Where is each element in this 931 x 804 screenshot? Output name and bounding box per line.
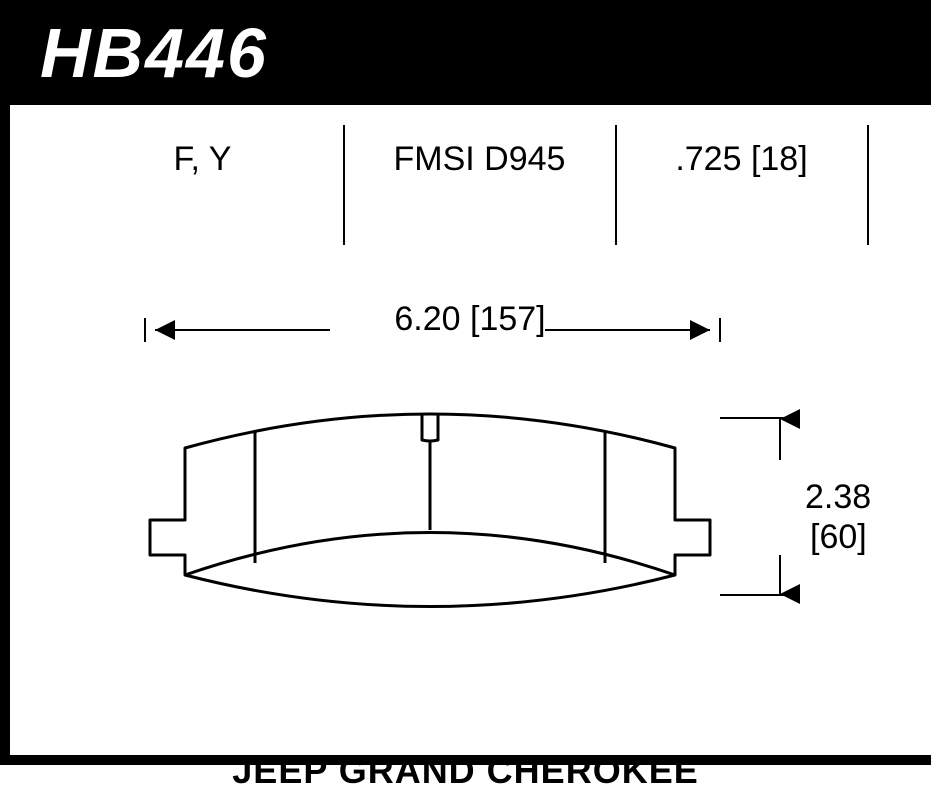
width-dimension-label: 6.20 [157] bbox=[240, 300, 700, 339]
vehicle-name: JEEP GRAND CHEROKEE bbox=[0, 750, 931, 792]
height-dimension-inches: 2.38 bbox=[805, 478, 871, 517]
height-dimension-mm: [60] bbox=[810, 518, 867, 557]
spec-row: F, Y FMSI D945 .725 [18] bbox=[0, 125, 931, 250]
part-number: HB446 bbox=[40, 13, 268, 93]
height-dimension-arrow bbox=[0, 400, 931, 620]
spec-divider-3 bbox=[867, 125, 869, 245]
spec-compounds: F, Y bbox=[63, 125, 343, 179]
header-bar: HB446 bbox=[0, 0, 931, 105]
spec-thickness: .725 [18] bbox=[617, 125, 867, 179]
spec-fmsi: FMSI D945 bbox=[345, 125, 615, 179]
